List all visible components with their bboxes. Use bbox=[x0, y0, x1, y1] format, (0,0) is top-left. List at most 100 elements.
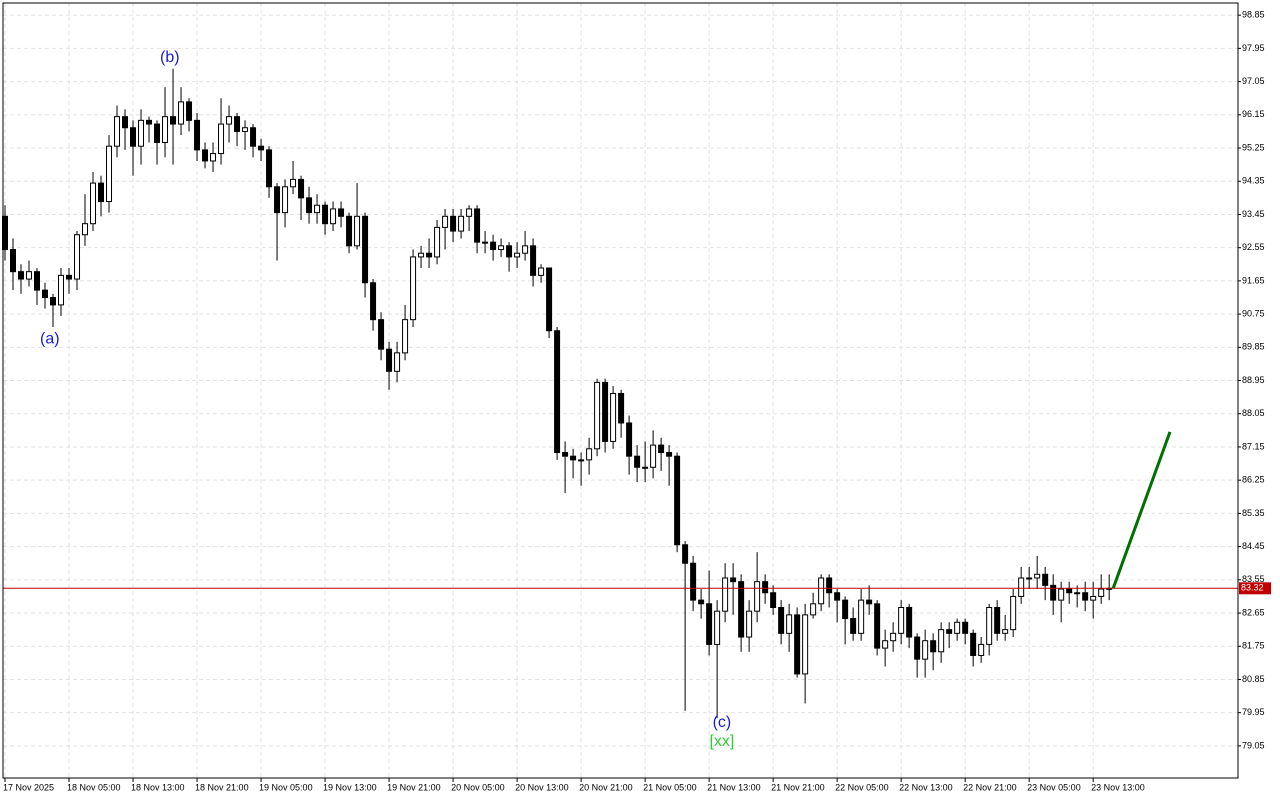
x-tick-label: 22 Nov 13:00 bbox=[899, 782, 953, 792]
wave-label: (c) bbox=[713, 714, 732, 731]
candle-body bbox=[322, 204, 329, 225]
candle-body bbox=[458, 215, 465, 232]
candle-body bbox=[1066, 588, 1073, 594]
candle-body bbox=[482, 241, 489, 244]
y-tick-label: 84.45 bbox=[1242, 541, 1265, 551]
candle-body bbox=[434, 226, 441, 258]
candle-body bbox=[290, 178, 297, 188]
candle-body bbox=[394, 352, 401, 372]
candle-body bbox=[650, 444, 657, 468]
candle-body bbox=[610, 392, 617, 442]
candle-body bbox=[466, 208, 473, 217]
candle-body bbox=[362, 215, 369, 284]
candle-body bbox=[18, 271, 25, 280]
candle-body bbox=[618, 392, 625, 424]
plot-frame bbox=[2, 2, 1239, 779]
y-tick-label: 83.55 bbox=[1242, 574, 1265, 584]
x-tick-label: 23 Nov 13:00 bbox=[1091, 782, 1145, 792]
axes-layer: 98.85 97.95 97.05 96.15 95.25 94.35 93.45 92.55… bbox=[3, 10, 1271, 792]
candle-body bbox=[42, 289, 49, 299]
candle-body bbox=[490, 241, 497, 251]
y-tick-label: 79.05 bbox=[1242, 740, 1265, 750]
y-tick-label: 93.45 bbox=[1242, 209, 1265, 219]
y-tick-label: 92.55 bbox=[1242, 242, 1265, 252]
y-tick-label: 88.95 bbox=[1242, 375, 1265, 385]
candle-body bbox=[634, 455, 641, 468]
candle-body bbox=[546, 267, 553, 332]
candle-body bbox=[1010, 595, 1017, 631]
candle-body bbox=[954, 621, 961, 634]
candle-body bbox=[842, 599, 849, 620]
candle-body bbox=[562, 452, 569, 457]
y-tick-label: 97.95 bbox=[1242, 43, 1265, 53]
x-tick-label: 18 Nov 05:00 bbox=[67, 782, 121, 792]
candle-body bbox=[738, 581, 745, 638]
candle-body bbox=[570, 455, 577, 461]
candle-body bbox=[938, 629, 945, 653]
candle-body bbox=[978, 643, 985, 656]
x-tick-label: 20 Nov 05:00 bbox=[451, 782, 505, 792]
price-label-box bbox=[1239, 582, 1271, 595]
candle-body bbox=[50, 297, 57, 306]
wave-label: [xx] bbox=[709, 733, 734, 750]
candle-body bbox=[338, 208, 345, 217]
candle-body bbox=[498, 245, 505, 251]
x-tick-label: 19 Nov 05:00 bbox=[259, 782, 313, 792]
candle-body bbox=[826, 577, 833, 594]
candle-body bbox=[274, 186, 281, 214]
candle-body bbox=[898, 607, 905, 634]
candle-body bbox=[162, 116, 169, 143]
x-tick-label: 23 Nov 05:00 bbox=[1027, 782, 1081, 792]
candle-body bbox=[266, 149, 273, 188]
y-tick-label: 94.35 bbox=[1242, 176, 1265, 186]
candle-body bbox=[714, 610, 721, 645]
x-tick-label: 22 Nov 21:00 bbox=[963, 782, 1017, 792]
candle-body bbox=[1050, 584, 1057, 601]
candle-body bbox=[642, 466, 649, 469]
candle-body bbox=[242, 127, 249, 132]
candle-body bbox=[34, 271, 41, 291]
candle-body bbox=[834, 592, 841, 601]
candle-body bbox=[370, 282, 377, 321]
candle-body bbox=[106, 145, 113, 203]
y-tick-label: 88.05 bbox=[1242, 408, 1265, 418]
candle-body bbox=[922, 640, 929, 660]
y-tick-label: 81.75 bbox=[1242, 641, 1265, 651]
candle-body bbox=[994, 607, 1001, 634]
candle-body bbox=[1090, 595, 1097, 601]
candle-body bbox=[202, 149, 209, 162]
y-tick-label: 90.75 bbox=[1242, 308, 1265, 318]
candle-body bbox=[698, 599, 705, 605]
candle-body bbox=[74, 234, 81, 280]
y-tick-label: 89.85 bbox=[1242, 342, 1265, 352]
candle-body bbox=[306, 197, 313, 214]
x-tick-label: 18 Nov 21:00 bbox=[195, 782, 249, 792]
candle-body bbox=[626, 422, 633, 457]
x-tick-label: 21 Nov 05:00 bbox=[643, 782, 697, 792]
y-tick-label: 96.15 bbox=[1242, 109, 1265, 119]
candle-body bbox=[890, 632, 897, 642]
y-tick-label: 79.95 bbox=[1242, 707, 1265, 717]
candle-body bbox=[578, 459, 585, 462]
y-tick-label: 85.35 bbox=[1242, 508, 1265, 518]
candle-body bbox=[746, 610, 753, 638]
candle-body bbox=[930, 640, 937, 653]
candle-body bbox=[522, 245, 529, 254]
candle-body bbox=[298, 178, 305, 199]
candle-body bbox=[514, 252, 521, 258]
candle-body bbox=[146, 119, 153, 125]
candle-body bbox=[66, 274, 73, 280]
candle-body bbox=[386, 348, 393, 372]
candle-body bbox=[194, 119, 201, 151]
candle-body bbox=[178, 101, 185, 125]
candle-body bbox=[866, 599, 873, 605]
candle-body bbox=[586, 448, 593, 461]
candle-body bbox=[234, 116, 241, 132]
candle-body bbox=[794, 614, 801, 675]
candle-body bbox=[58, 274, 65, 306]
candle-body bbox=[762, 581, 769, 594]
candle-body bbox=[778, 607, 785, 634]
y-tick-label: 91.65 bbox=[1242, 275, 1265, 285]
